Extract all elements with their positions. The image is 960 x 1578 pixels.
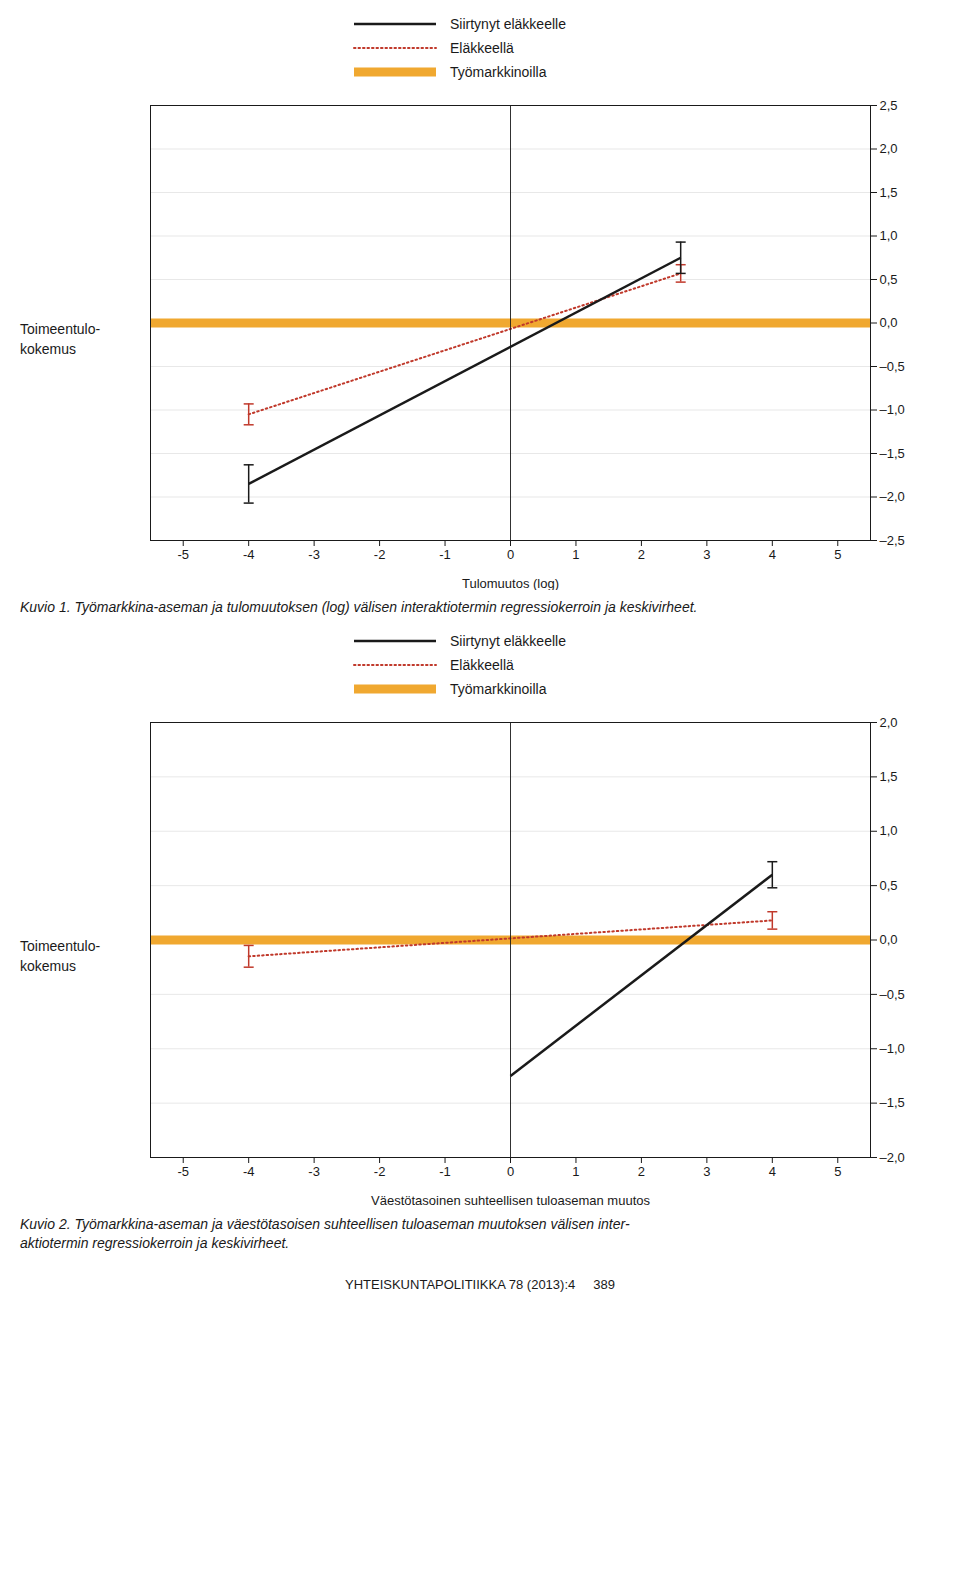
svg-text:2,5: 2,5 [880,98,898,113]
svg-text:Väestötasoinen suhteellisen tu: Väestötasoinen suhteellisen tuloaseman m… [371,1192,650,1207]
svg-text:-2: -2 [374,547,386,562]
svg-text:1,0: 1,0 [880,228,898,243]
svg-text:3: 3 [703,1164,710,1179]
svg-text:0,5: 0,5 [880,272,898,287]
svg-text:2: 2 [638,1164,645,1179]
svg-text:-1: -1 [439,1164,451,1179]
html-text:Toimeentulo- kokemus: Toimeentulo- kokemus [20,321,101,357]
html-text:Työmarkkinoilla: Työmarkkinoilla [450,64,547,80]
html-text:YHTEISKUNTAPOLITIIKKA 78 (2013: YHTEISKUNTAPOLITIIKKA 78 (2013):4 389 [345,1276,615,1292]
svg-text:–0,5: –0,5 [880,359,905,374]
svg-text:0,0: 0,0 [880,932,898,947]
svg-text:1,5: 1,5 [880,769,898,784]
html-text:Siirtynyt eläkkeelle: Siirtynyt eläkkeelle [450,16,566,32]
svg-text:–1,0: –1,0 [880,402,905,417]
svg-text:2: 2 [638,547,645,562]
svg-text:2,0: 2,0 [880,141,898,156]
svg-text:0: 0 [507,547,514,562]
svg-text:-2: -2 [374,1164,386,1179]
svg-text:2,0: 2,0 [880,715,898,730]
svg-text:1: 1 [572,547,579,562]
svg-text:-3: -3 [308,547,320,562]
svg-text:5: 5 [834,1164,841,1179]
svg-text:3: 3 [703,547,710,562]
svg-text:0,5: 0,5 [880,878,898,893]
svg-text:-4: -4 [243,1164,255,1179]
svg-text:4: 4 [769,1164,776,1179]
svg-text:5: 5 [834,547,841,562]
svg-text:–2,5: –2,5 [880,533,905,548]
html-text:Kuvio 1. Työmarkkina-aseman ja: Kuvio 1. Työmarkkina-aseman ja tulomuuto… [20,599,698,615]
svg-text:1,5: 1,5 [880,185,898,200]
html-text:Toimeentulo- kokemus: Toimeentulo- kokemus [20,938,101,974]
svg-text:–1,5: –1,5 [880,1095,905,1110]
svg-text:-5: -5 [177,1164,189,1179]
svg-text:–1,0: –1,0 [880,1041,905,1056]
html-text:Kuvio 2. Työmarkkina-aseman ja: Kuvio 2. Työmarkkina-aseman ja väestötas… [20,1215,630,1251]
svg-text:1,0: 1,0 [880,823,898,838]
svg-text:–2,0: –2,0 [880,489,905,504]
svg-text:4: 4 [769,547,776,562]
html-text:Eläkkeellä: Eläkkeellä [450,40,514,56]
svg-text:-3: -3 [308,1164,320,1179]
svg-text:-4: -4 [243,547,255,562]
html-text:Siirtynyt eläkkeelle: Siirtynyt eläkkeelle [450,632,566,649]
svg-text:0: 0 [507,1164,514,1179]
svg-text:–2,0: –2,0 [880,1150,905,1165]
svg-text:Tulomuutos (log): Tulomuutos (log) [462,576,559,591]
html-text:Työmarkkinoilla: Työmarkkinoilla [450,680,547,697]
svg-text:0,0: 0,0 [880,315,898,330]
svg-text:–0,5: –0,5 [880,986,905,1001]
html-text:Eläkkeellä: Eläkkeellä [450,656,514,673]
svg-text:-1: -1 [439,547,451,562]
svg-text:1: 1 [572,1164,579,1179]
svg-text:-5: -5 [177,547,189,562]
svg-text:–1,5: –1,5 [880,446,905,461]
